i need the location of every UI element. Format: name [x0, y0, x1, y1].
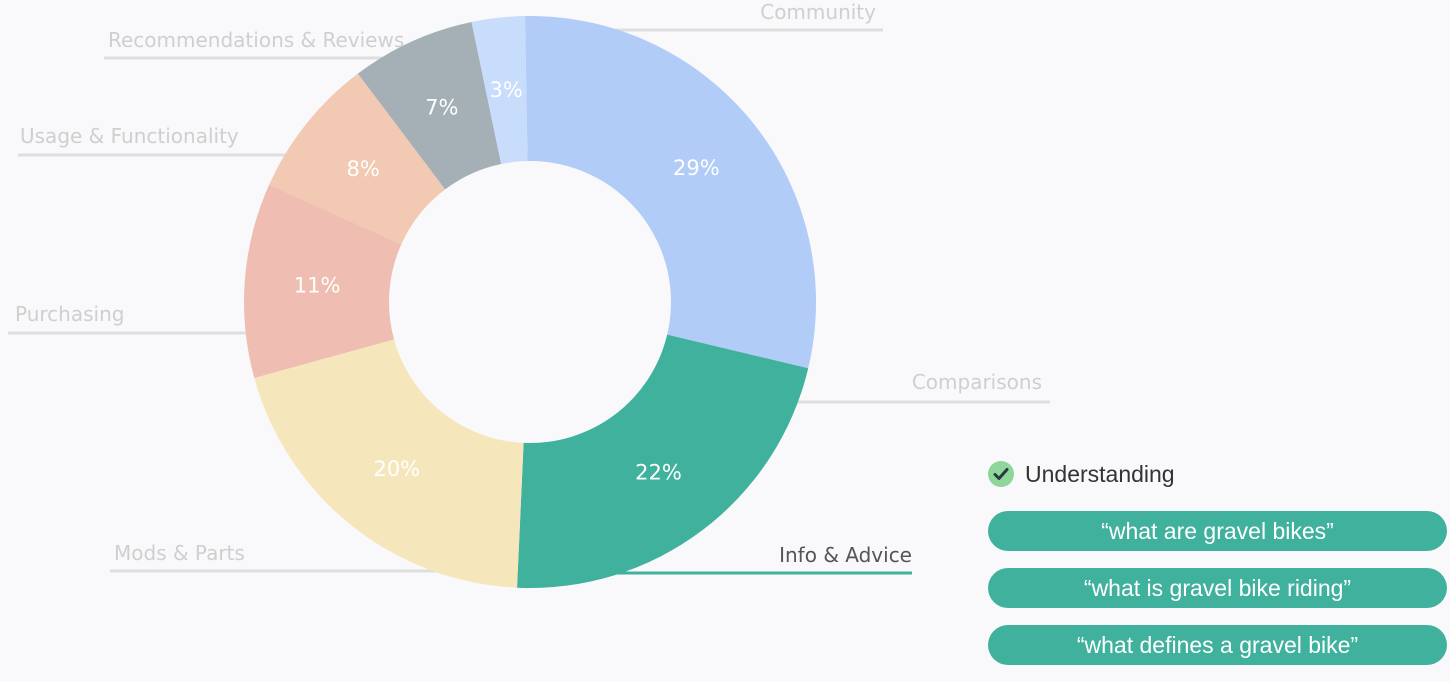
value-label-purchasing: 11%: [294, 274, 341, 298]
value-label-mods-and-parts: 20%: [373, 457, 420, 481]
slice-purchasing: [244, 184, 402, 378]
value-label-recommendations-and-reviews: 7%: [425, 96, 458, 120]
value-labels: 29% 22% 20% 11% 8% 7% 3%: [294, 78, 720, 485]
query-list: “what are gravel bikes” “what is gravel …: [988, 511, 1447, 682]
understanding-panel: Understanding “what are gravel bikes” “w…: [988, 456, 1448, 665]
category-label-comparisons: Comparisons: [912, 370, 1042, 394]
slice-info-and-advice: [517, 334, 809, 588]
slice-mods-and-parts: [254, 339, 524, 588]
category-label-purchasing: Purchasing: [15, 302, 124, 326]
slice-recommendations-and-reviews: [357, 22, 502, 190]
query-pill[interactable]: “what defines a gravel bike”: [988, 625, 1447, 665]
value-label-community: 3%: [490, 78, 523, 102]
slice-comparisons: [525, 16, 817, 369]
category-label-community: Community: [760, 0, 876, 24]
panel-header: Understanding: [988, 456, 1448, 492]
category-labels: Comparisons Info & Advice Mods & Parts Purc…: [15, 0, 1042, 567]
query-pill[interactable]: “what are gravel bikes”: [988, 511, 1447, 551]
category-label-info-and-advice: Info & Advice: [779, 543, 912, 567]
value-label-info-and-advice: 22%: [635, 461, 682, 485]
query-pill[interactable]: “what is gravel bike riding”: [988, 568, 1447, 608]
value-label-comparisons: 29%: [673, 156, 720, 180]
category-label-mods-and-parts: Mods & Parts: [114, 541, 245, 565]
slices: [244, 16, 817, 588]
category-label-recommendations-and-reviews: Recommendations & Reviews: [108, 28, 404, 52]
category-label-usage-and-functionality: Usage & Functionality: [20, 124, 239, 148]
check-circle-icon: [988, 461, 1014, 487]
slice-usage-and-functionality: [269, 73, 446, 245]
panel-title: Understanding: [1025, 460, 1175, 487]
slice-community: [471, 16, 528, 164]
value-label-usage-and-functionality: 8%: [346, 157, 379, 181]
